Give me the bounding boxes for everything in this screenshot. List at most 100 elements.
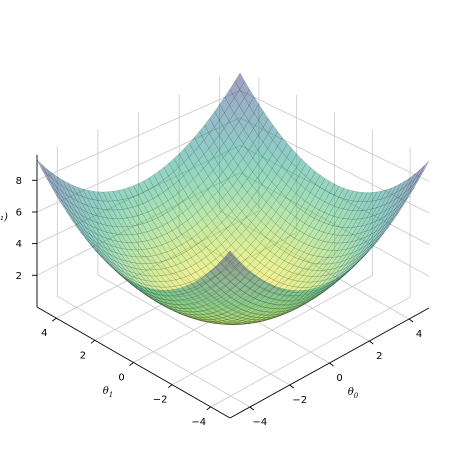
surface-patch [241, 318, 252, 322]
surface-patch [329, 276, 340, 286]
surface-patch [114, 268, 125, 279]
surface-patch [185, 266, 197, 275]
tick-labels: −4 −2 0 2 4 −4 −2 0 2 4 2 4 6 8 θ0 θ1 ₁) [0, 176, 422, 428]
x-tick-label: 2 [376, 351, 382, 362]
surface-patch [86, 205, 98, 217]
surface-patch [172, 309, 184, 314]
surface-patch [71, 197, 83, 211]
surface-patch [409, 178, 420, 193]
surface-patch [211, 238, 222, 250]
surface-patch [200, 274, 212, 284]
surface-patch [251, 203, 262, 217]
surface-patch [51, 186, 62, 201]
surface-patch [222, 191, 233, 206]
surface-patch [192, 211, 203, 224]
surface-patch [228, 128, 239, 145]
surface-patch [85, 231, 96, 243]
surface-patch [201, 246, 212, 258]
surface-patch [162, 222, 173, 234]
surface-patch [240, 228, 252, 241]
y-tick-mark [90, 339, 96, 344]
surface-patch [96, 215, 108, 226]
surface-patch [187, 216, 198, 228]
surface-patch [230, 276, 241, 287]
z-tick-label: 2 [16, 271, 22, 282]
surface-patch [99, 254, 110, 265]
surface-patch [200, 256, 212, 267]
surface-patch [194, 130, 205, 147]
surface-patch [161, 242, 172, 253]
surface-patch [324, 282, 336, 291]
surface-patch [212, 321, 223, 324]
surface-patch [168, 184, 179, 198]
surface-patch [91, 230, 102, 242]
surface-patch [235, 313, 247, 319]
surface-patch [191, 311, 203, 316]
surface-patch [138, 284, 149, 292]
surface-patch [294, 240, 305, 251]
x-tick-mark [329, 362, 334, 367]
surface-patch [205, 288, 217, 297]
surface-patch [230, 316, 243, 320]
surface-patch [176, 234, 188, 245]
z-tick-label: 6 [16, 208, 22, 219]
surface-patch [352, 191, 364, 202]
surface-patch [229, 256, 241, 268]
surface-patch [181, 231, 193, 242]
x-tick-mark [249, 406, 255, 411]
grid-line-y-floor [210, 296, 411, 408]
surface-patch [162, 294, 174, 301]
surface-patch [187, 191, 199, 205]
surface-patch [240, 239, 251, 251]
surface-patch [150, 275, 161, 283]
surface-patch [127, 216, 138, 227]
surface-patch [242, 150, 254, 166]
surface-patch [304, 291, 315, 299]
surface-patch [243, 105, 255, 122]
surface-patch [225, 303, 237, 310]
surface-patch [142, 201, 154, 213]
surface-patch [286, 175, 297, 190]
surface-patch [195, 277, 207, 287]
surface-patch [232, 165, 243, 180]
surface-patch [215, 281, 227, 291]
surface-patch [295, 300, 306, 307]
surface-patch [314, 209, 325, 221]
x-tick-label: −4 [253, 417, 268, 428]
surface-patch [158, 166, 169, 181]
surface-patch [257, 170, 268, 185]
x-tick-label: −2 [292, 395, 307, 406]
surface-patch [215, 303, 227, 310]
surface-patch [279, 241, 290, 252]
surface-patch [280, 307, 291, 312]
surface-patch [195, 268, 206, 278]
surface-patch [240, 305, 252, 312]
surface-patch [231, 228, 242, 241]
surface-patch [245, 307, 257, 314]
surface-patch [242, 178, 253, 193]
surface-patch [206, 220, 218, 233]
surface-patch [229, 80, 240, 98]
surface-patch [314, 287, 325, 295]
surface-patch [191, 307, 203, 312]
y-tick-mark [167, 384, 173, 389]
x-tick-mark [408, 318, 414, 323]
surface-patch [221, 316, 233, 320]
axes [32, 154, 430, 419]
surface-patch [176, 244, 187, 255]
surface-patch [275, 204, 286, 217]
surface-patch [211, 311, 223, 316]
surface-patch [246, 222, 257, 235]
surface-patch [65, 210, 76, 224]
surface-patch [257, 141, 268, 157]
z-tick-label: 4 [16, 239, 22, 250]
surface-patch [224, 104, 235, 122]
surface-patch [182, 196, 194, 210]
y-tick-label: −2 [153, 395, 168, 406]
surface-patch [210, 266, 221, 277]
surface-patch [118, 272, 130, 282]
surface-patch [41, 168, 52, 184]
surface-patch [231, 204, 243, 218]
